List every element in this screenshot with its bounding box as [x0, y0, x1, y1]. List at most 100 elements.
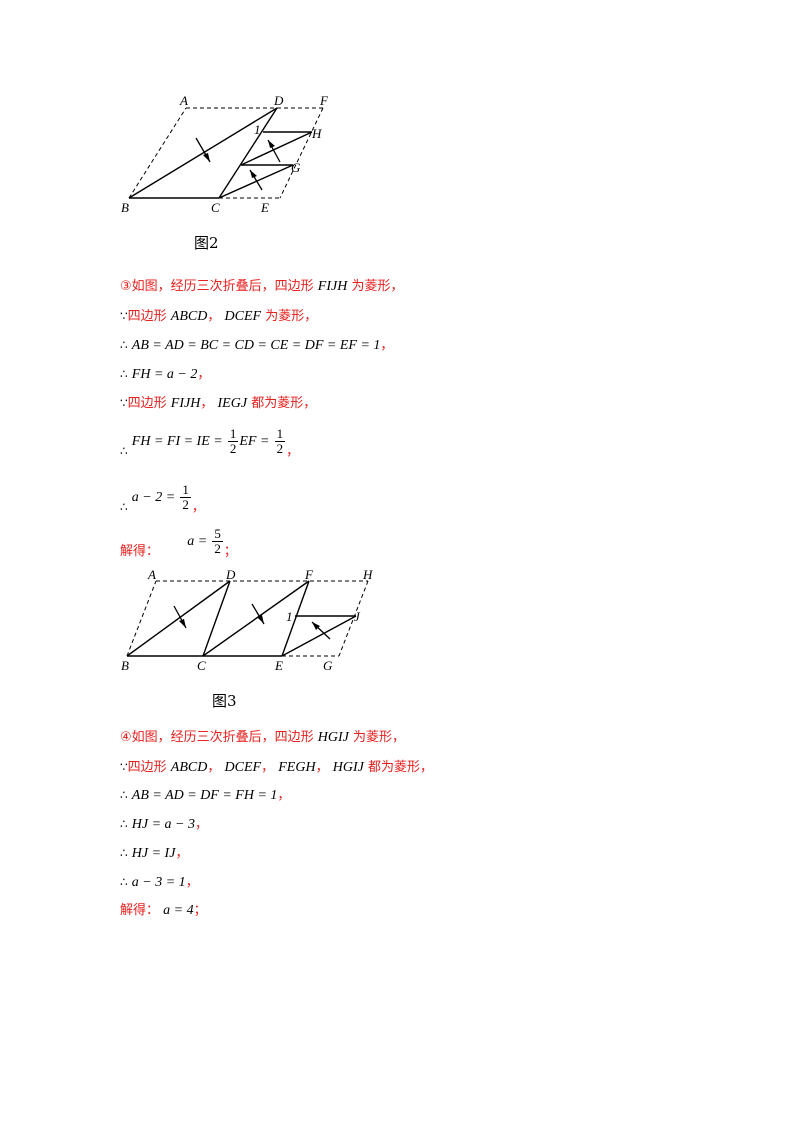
s3-line4-math: FH = a − 2 [131, 367, 198, 382]
s3-line5-m2: IEGJ [217, 396, 248, 411]
s4-line1-tail: 为菱形， [353, 730, 406, 745]
fig2-arrowhead1 [203, 153, 210, 162]
fig2-line-h-mid [240, 131, 313, 166]
s3-line2-sym: ∵ [120, 309, 128, 323]
fig3-label-c: C [197, 658, 206, 673]
s3-line1-math: FIJH [317, 279, 348, 294]
s3-line6-sym: ∴ [120, 444, 128, 458]
s3-line7-frac-num: 1 [180, 482, 191, 498]
fig2-line-bd [128, 107, 278, 199]
s4-line2-m1: ABCD [170, 760, 208, 775]
s4-line1: ④如图，经历三次折叠后，四边形 HGIJ 为菱形， [120, 729, 405, 747]
fig2-label-e: E [260, 200, 269, 215]
fig3-label-b: B [121, 658, 129, 673]
s4-line2-s2: ， [261, 760, 275, 775]
s4-line7: 解得： a = 4； [120, 902, 207, 920]
s3-line7-sym: ∴ [120, 500, 128, 514]
s4-line3-math: AB = AD = DF = FH = 1 [131, 788, 278, 803]
s3-line5-sep: ， [200, 396, 214, 411]
fig2-label-a: A [179, 93, 188, 108]
s3-line5-text: 四边形 [127, 396, 167, 411]
s3-line6-frac1-den: 2 [229, 441, 237, 456]
s4-line3-tail: ， [277, 788, 291, 803]
s3-line6-frac2-den: 2 [276, 441, 284, 456]
s3-line7: ∴ a − 2 = 1 2， [120, 482, 205, 524]
fig3-label-a: A [147, 567, 156, 582]
s3-line3-tail: ， [380, 338, 394, 353]
s3-line6-frac2-num: 1 [274, 426, 286, 442]
fig3-line-je [281, 615, 357, 657]
s3-line1-text: ③如图，经历三次折叠后，四边形 [120, 279, 314, 294]
fig2-arrowhead2 [268, 140, 275, 148]
fig3-label-h: H [362, 567, 373, 582]
fig3-line-bd [126, 580, 231, 657]
fig2-dashed-right [279, 107, 324, 199]
fig2-label-c: C [211, 200, 220, 215]
s4-line4-tail: ， [195, 817, 209, 832]
s3-line1-tail: 为菱形， [351, 279, 404, 294]
s4-line3-sym: ∴ [120, 788, 128, 802]
s4-line1-math: HGIJ [317, 730, 349, 745]
figure-2-caption: 图2 [194, 234, 219, 252]
s3-line4-sym: ∴ [120, 367, 128, 381]
s3-line6-tail: ， [286, 444, 300, 459]
s3-line4: ∴ FH = a − 2， [120, 365, 210, 384]
s4-line4-sym: ∴ [120, 817, 128, 831]
figure-3: A D F H 1 J B C E G [121, 567, 373, 673]
s4-line4-math: HJ = a − 3 [131, 817, 195, 832]
fig2-arrowhead3 [250, 170, 257, 178]
fig3-label-e: E [274, 658, 283, 673]
fig2-label-d: D [273, 93, 284, 108]
s3-line5: ∵四边形 FIJH， IEGJ 都为菱形， [120, 394, 316, 413]
fig3-arrowhead1 [179, 619, 186, 628]
s3-line2-m2: DCEF [224, 309, 262, 324]
figure-3-caption: 图3 [212, 692, 237, 710]
s4-line2-m4: HGIJ [332, 760, 364, 775]
s3-line7-tail: ， [191, 500, 205, 515]
fig3-line-cd [202, 580, 231, 657]
fig3-label-j: J [354, 609, 361, 624]
fig2-label-h: H [311, 126, 322, 141]
fig2-label-b: B [121, 200, 129, 215]
s3-line8-math: a = [187, 534, 208, 549]
s4-line6-math: a − 3 = 1 [131, 875, 186, 890]
s3-line2: ∵四边形 ABCD， DCEF 为菱形， [120, 307, 317, 326]
s4-line2-tail: 都为菱形， [367, 760, 433, 775]
s3-line6: ∴ FH = FI = IE = 1 2 EF = 1 2， [120, 426, 299, 468]
fig3-label-1: 1 [286, 609, 293, 624]
fig2-label-f: F [319, 93, 329, 108]
fig3-line-ef [281, 580, 310, 657]
s4-line2: ∵四边形 ABCD， DCEF， FEGH， HGIJ 都为菱形， [120, 758, 433, 777]
s3-line2-tail: 为菱形， [265, 309, 318, 324]
s3-line3-math: AB = AD = BC = CD = CE = DF = EF = 1 [131, 338, 381, 353]
s3-line6-math: FH = FI = IE = [131, 434, 223, 449]
s4-line2-s3: ， [315, 760, 329, 775]
s4-line2-m3: FEGH [278, 760, 316, 775]
s3-line1: ③如图，经历三次折叠后，四边形 FIJH 为菱形， [120, 278, 404, 296]
s4-line7-math: a = 4 [163, 903, 194, 918]
s3-line7-math: a − 2 = [131, 490, 176, 505]
s4-line7-text: 解得： [120, 903, 160, 918]
s4-line5: ∴ HJ = IJ， [120, 844, 188, 863]
fig2-dashed-left [128, 107, 187, 199]
fig2-label-g: G [291, 160, 301, 175]
s4-line4: ∴ HJ = a − 3， [120, 815, 208, 834]
s3-line3-sym: ∴ [120, 338, 128, 352]
s3-line5-m1: FIJH [170, 396, 201, 411]
s4-line7-tail: ； [193, 903, 207, 918]
figure-2: A D F 1 H G B C E [121, 93, 329, 215]
s3-line2-m1: ABCD [170, 309, 208, 324]
s3-line8: 解得： a = 5 2； [120, 526, 237, 568]
s4-line5-math: HJ = IJ [131, 846, 176, 861]
s3-line8-frac-den: 2 [214, 541, 221, 556]
fig3-label-g: G [323, 658, 333, 673]
s3-line4-tail: ， [197, 367, 211, 382]
s4-line2-m2: DCEF [224, 760, 262, 775]
s3-line7-frac-den: 2 [182, 497, 189, 512]
fig3-arrowhead2 [257, 615, 264, 624]
s4-line5-sym: ∴ [120, 846, 128, 860]
fig3-line-cf [202, 580, 310, 657]
